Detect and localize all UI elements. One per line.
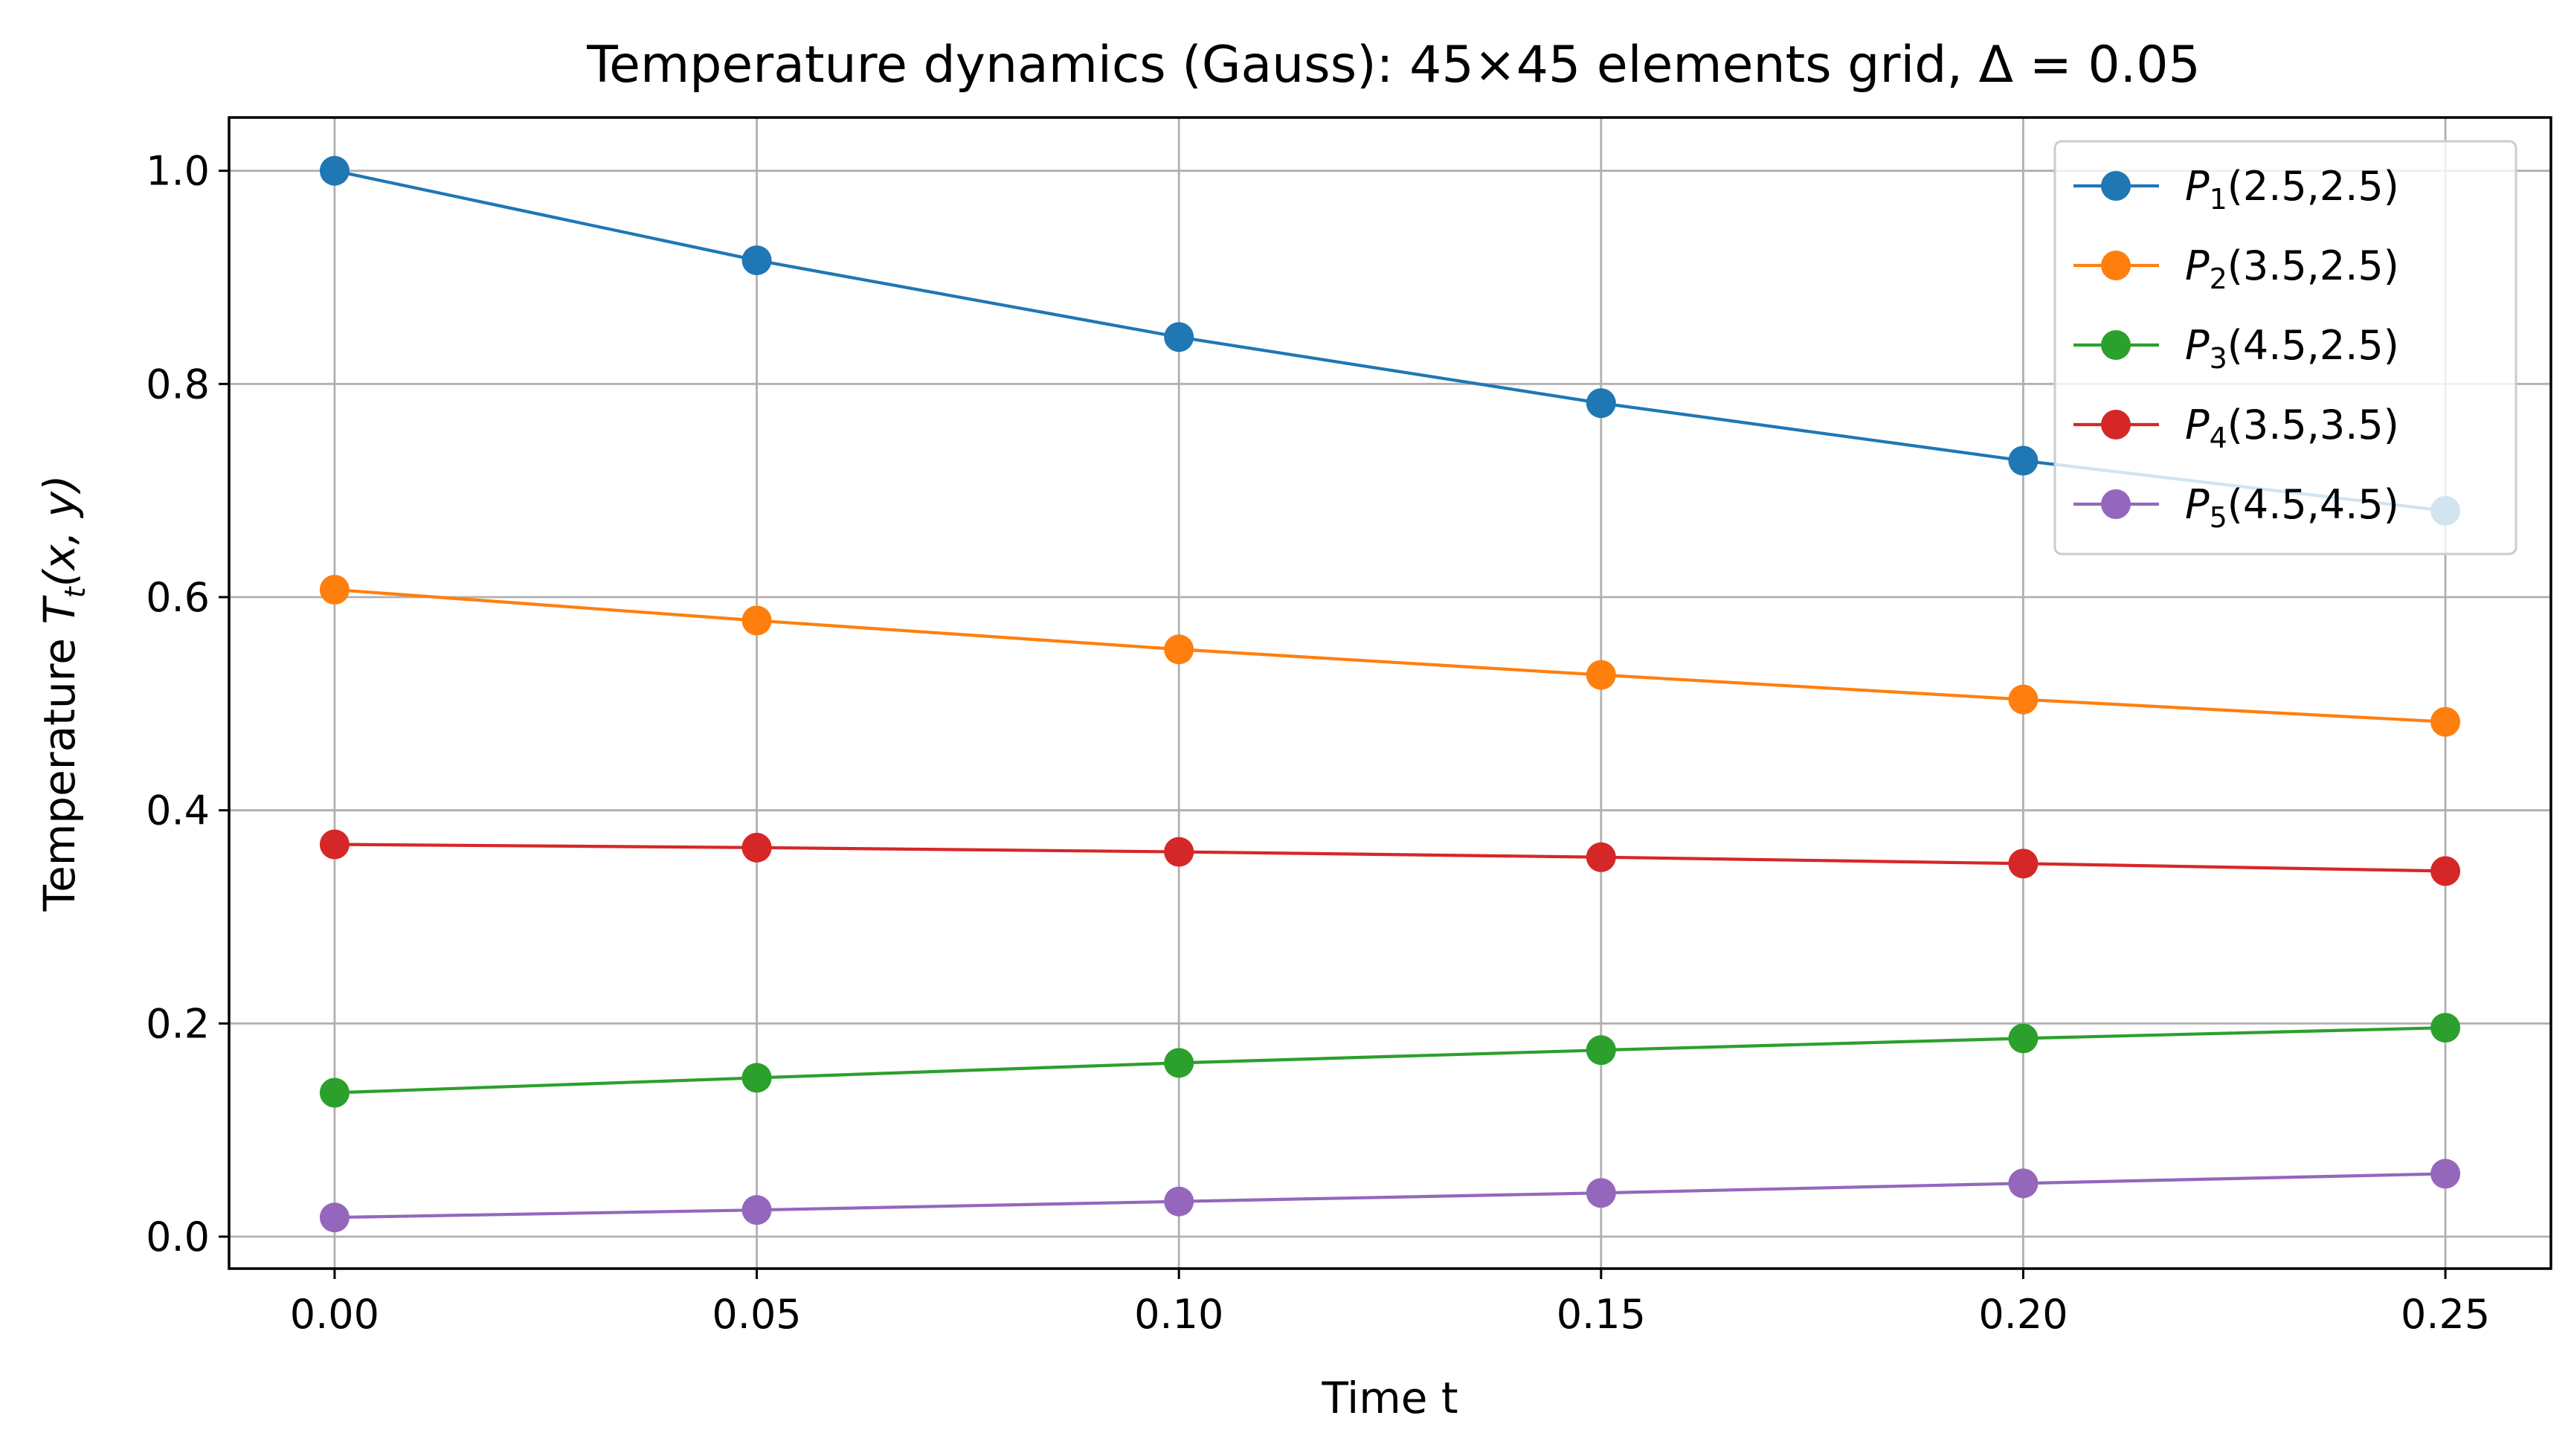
data-point — [2430, 856, 2461, 886]
y-axis-label-symbol: T — [34, 595, 85, 625]
data-point — [319, 155, 350, 186]
plot-frame — [228, 116, 2552, 1270]
axis-ticks: 0.00 0.05 0.10 0.15 0.20 0.25 0.0 0.2 0.4 0.6 0.8 1… — [146, 148, 2490, 1338]
y-tick-label: 0.4 — [146, 787, 210, 834]
data-point — [1164, 322, 1194, 352]
series-line — [334, 843, 2446, 873]
legend-marker — [2101, 171, 2131, 201]
legend: P1(2.5,2.5) P2(3.5,2.5) P3(4.5,2.5) P4(3.5,… — [2053, 140, 2517, 555]
data-point — [1164, 1048, 1194, 1078]
legend-label: P2(3.5,2.5) — [2185, 242, 2399, 295]
y-tick-label: 1.0 — [146, 148, 210, 195]
data-point — [2008, 684, 2039, 715]
x-tick-label: 0.15 — [1557, 1291, 1646, 1338]
x-axis-label: Time t — [1321, 1373, 1458, 1423]
legend-box — [2053, 140, 2517, 555]
y-axis-label: Temperature Tt(x, y) — [34, 475, 91, 912]
x-tick-label: 0.05 — [712, 1291, 801, 1338]
series-3 — [319, 1013, 2461, 1108]
legend-marker — [2101, 251, 2131, 280]
legend-marker — [2101, 410, 2131, 439]
y-tick-label: 0.8 — [146, 361, 210, 408]
data-point — [2430, 706, 2461, 737]
series-line — [334, 1025, 2446, 1095]
x-tick-label: 0.00 — [290, 1291, 379, 1338]
data-point — [1164, 837, 1194, 867]
legend-label: P3(4.5,2.5) — [2185, 322, 2399, 375]
x-tick-label: 0.20 — [1978, 1291, 2068, 1338]
series-5 — [319, 1159, 2461, 1233]
data-point — [1586, 1035, 1616, 1066]
chart-title: Temperature dynamics (Gauss): 45×45 elem… — [586, 36, 2201, 94]
series-4 — [319, 829, 2461, 886]
data-point — [741, 832, 772, 863]
y-axis-label-prefix: Temperature — [34, 625, 85, 912]
data-point — [319, 1202, 350, 1233]
data-point — [2008, 848, 2039, 879]
data-point — [2008, 1023, 2039, 1054]
y-tick-label: 0.0 — [146, 1214, 210, 1260]
data-point — [319, 829, 350, 860]
series-line — [334, 587, 2446, 724]
data-point — [1586, 842, 1616, 872]
x-tick-label: 0.10 — [1134, 1291, 1223, 1338]
legend-marker — [2101, 489, 2131, 519]
y-axis-label-args: (x, y) — [34, 475, 85, 587]
series-line — [334, 1172, 2446, 1220]
x-tick-label: 0.25 — [2401, 1291, 2490, 1338]
data-point — [2430, 1013, 2461, 1043]
data-point — [741, 1195, 772, 1225]
series-2 — [319, 574, 2461, 737]
legend-label: P4(3.5,3.5) — [2185, 402, 2399, 454]
legend-item: P5(4.5,4.5) — [2073, 481, 2399, 534]
y-tick-label: 0.2 — [146, 1000, 210, 1047]
series-group — [319, 155, 2461, 1233]
data-point — [741, 1063, 772, 1093]
data-point — [2008, 445, 2039, 476]
data-point — [1586, 1178, 1616, 1208]
data-point — [741, 605, 772, 636]
data-point — [1164, 634, 1194, 665]
data-point — [319, 1077, 350, 1108]
legend-item: P2(3.5,2.5) — [2073, 242, 2399, 295]
legend-item: P1(2.5,2.5) — [2073, 163, 2399, 216]
data-point — [2430, 1159, 2461, 1189]
data-point — [1164, 1186, 1194, 1217]
data-point — [741, 245, 772, 276]
data-point — [1586, 660, 1616, 690]
data-point — [319, 574, 350, 605]
legend-marker — [2101, 330, 2131, 360]
data-point — [1586, 388, 1616, 419]
legend-label: P1(2.5,2.5) — [2185, 163, 2399, 216]
legend-label: P5(4.5,4.5) — [2185, 481, 2399, 534]
legend-item: P4(3.5,3.5) — [2073, 402, 2399, 454]
legend-item: P3(4.5,2.5) — [2073, 322, 2399, 375]
y-axis-label-subscript: t — [59, 585, 91, 598]
data-point — [2008, 1168, 2039, 1199]
y-tick-label: 0.6 — [146, 574, 210, 621]
